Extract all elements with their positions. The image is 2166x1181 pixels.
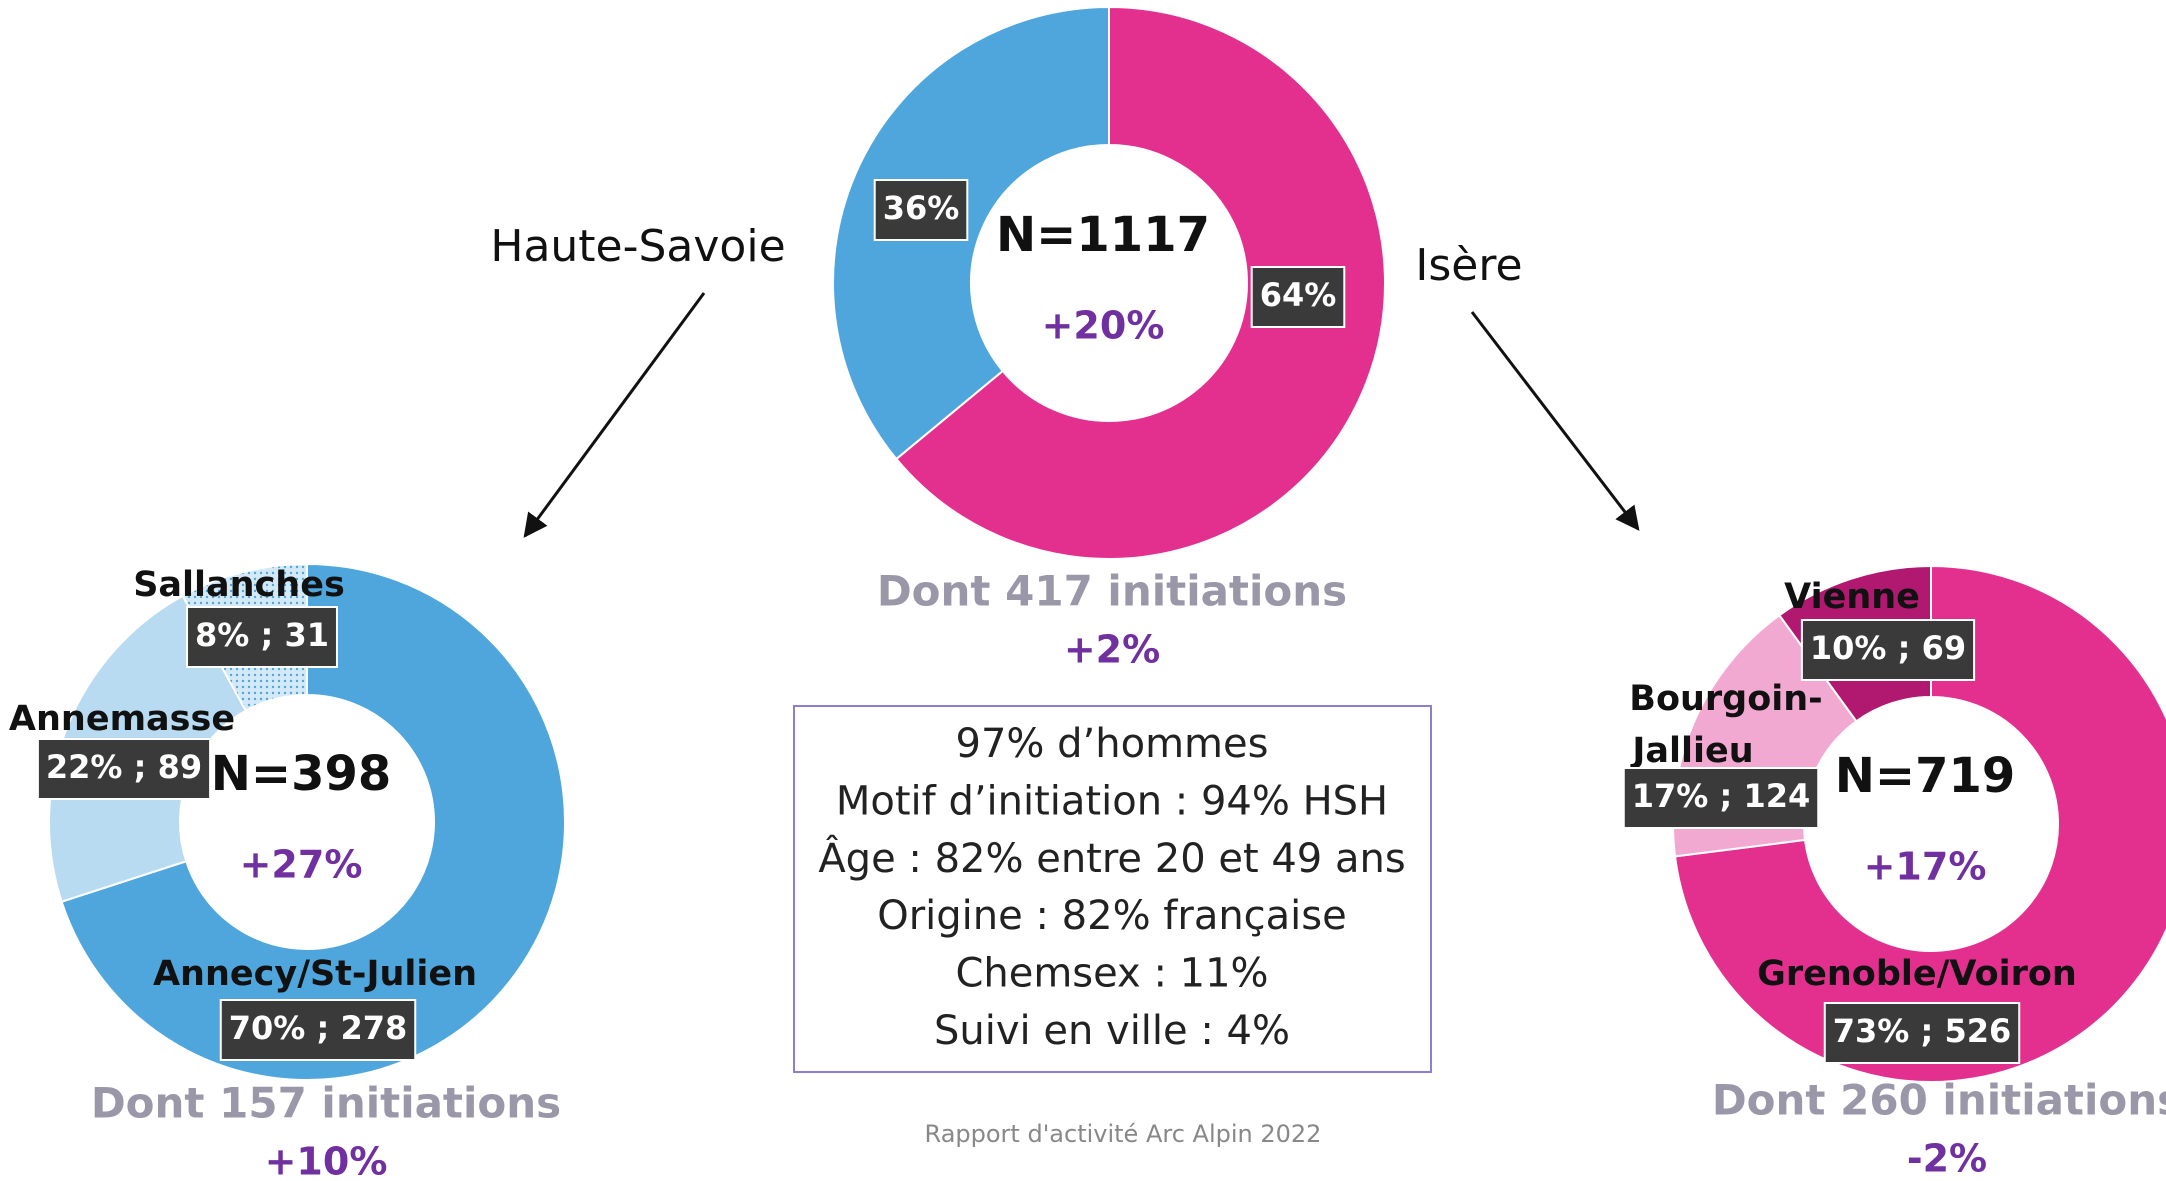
center-label: N=398 bbox=[211, 746, 392, 802]
value-label: 64% bbox=[1260, 276, 1337, 314]
category-label: Annemasse bbox=[9, 699, 235, 739]
value-label: 17% ; 124 bbox=[1632, 777, 1810, 815]
center-label: N=1117 bbox=[996, 207, 1210, 263]
category-label: Annecy/St-Julien bbox=[153, 954, 477, 994]
value-label: 70% ; 278 bbox=[229, 1009, 407, 1047]
value-label: 36% bbox=[883, 189, 960, 227]
center-label: N=719 bbox=[1835, 748, 2016, 804]
caption: Dont 260 initiations bbox=[1712, 1076, 2166, 1125]
donut-slice bbox=[1673, 564, 2166, 1083]
caption: Dont 157 initiations bbox=[91, 1079, 561, 1128]
value-label: 8% ; 31 bbox=[195, 616, 329, 654]
caption: Dont 417 initiations bbox=[877, 567, 1347, 616]
value-label-box bbox=[873, 179, 969, 241]
value-label-box bbox=[1622, 767, 1820, 829]
summary-line: Âge : 82% entre 20 et 49 ans bbox=[818, 834, 1405, 882]
donut-slice bbox=[60, 562, 566, 1081]
center-change: +20% bbox=[1042, 304, 1165, 348]
summary-box bbox=[793, 705, 1432, 1073]
category-label: Grenoble/Voiron bbox=[1757, 954, 2077, 994]
value-label-box bbox=[219, 999, 417, 1061]
footer: Rapport d'activité Arc Alpin 2022 bbox=[925, 1120, 1322, 1148]
value-label-box bbox=[1823, 1002, 2021, 1064]
summary-line: Suivi en ville : 4% bbox=[934, 1008, 1290, 1054]
arrow bbox=[1470, 311, 1640, 531]
value-label-box bbox=[36, 738, 212, 800]
arrow bbox=[523, 292, 706, 538]
value-label: 10% ; 69 bbox=[1810, 629, 1966, 667]
summary-line: Motif d’initiation : 94% HSH bbox=[836, 778, 1388, 824]
value-label: 73% ; 526 bbox=[1833, 1012, 2011, 1050]
center-change: +27% bbox=[240, 843, 363, 887]
category-label: Vienne bbox=[1784, 577, 1920, 617]
region-label: Haute-Savoie bbox=[490, 221, 785, 272]
category-label: Bourgoin-Jallieu bbox=[1629, 679, 1822, 771]
caption-change: -2% bbox=[1907, 1137, 1987, 1181]
value-label-box bbox=[1250, 266, 1346, 328]
value-label-box bbox=[186, 606, 338, 668]
category-label: Sallanches bbox=[133, 565, 345, 605]
summary-line: Origine : 82% française bbox=[877, 893, 1347, 939]
center-change: +17% bbox=[1864, 845, 1987, 889]
value-label: 22% ; 89 bbox=[46, 748, 202, 786]
caption-change: +2% bbox=[1064, 628, 1160, 672]
region-label: Isère bbox=[1415, 240, 1522, 291]
summary-line: 97% d’hommes bbox=[956, 721, 1269, 767]
donut-slice bbox=[894, 5, 1386, 560]
value-label-box bbox=[1800, 619, 1976, 681]
caption-change: +10% bbox=[265, 1140, 388, 1181]
donut-slice bbox=[832, 5, 1110, 461]
summary-line: Chemsex : 11% bbox=[955, 951, 1268, 997]
